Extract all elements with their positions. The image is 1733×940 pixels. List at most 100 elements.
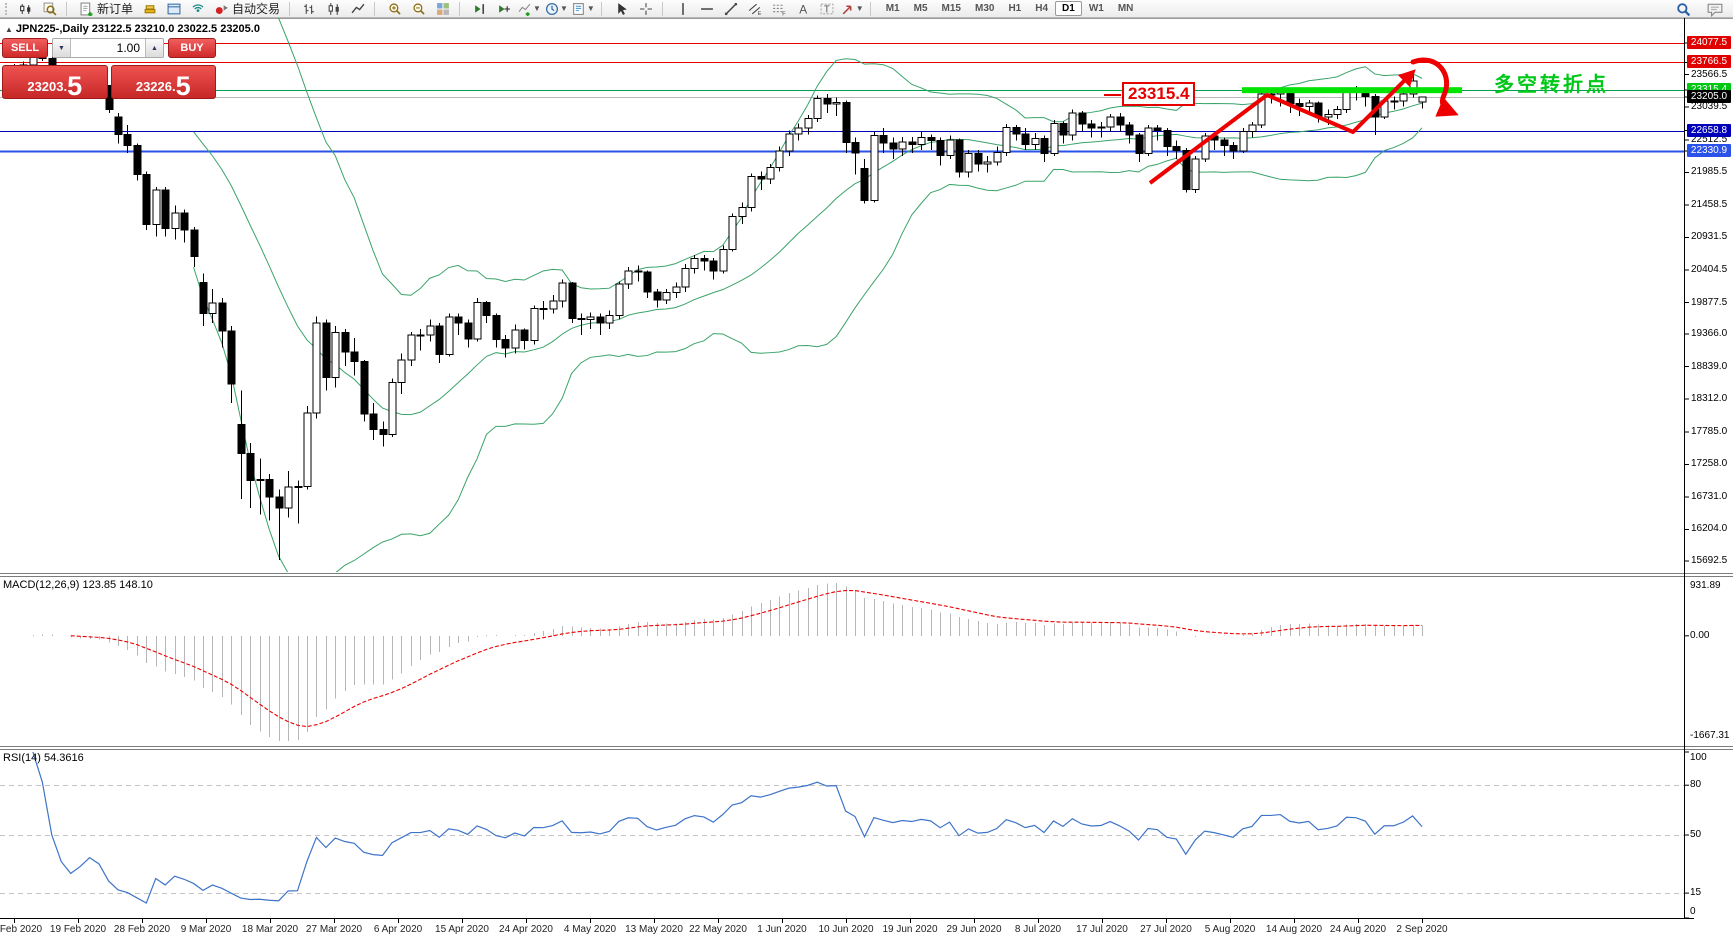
zoom-out-icon [413, 2, 425, 15]
rsi-axis-label: 15 [1690, 887, 1702, 899]
timeframe-d1-button[interactable]: D1 [1055, 1, 1082, 16]
price-tick-label: 23566.5 [1691, 68, 1728, 80]
date-label: 24 Apr 2020 [499, 924, 553, 935]
signal-button[interactable] [186, 1, 210, 17]
price-tick-label: 22512.5 [1691, 133, 1728, 145]
zoom-in-icon [389, 2, 401, 15]
autotrade-button[interactable]: 自动交易 [210, 1, 285, 17]
data-window-icon [167, 3, 181, 14]
date-label: 8 Jul 2020 [1014, 924, 1062, 935]
new-chart-button[interactable] [14, 1, 38, 17]
one-click-trading-widget: SELL ▼ 1.00 ▲ BUY 23203. 5 23226. 5 [2, 38, 216, 101]
turning-point-text[interactable]: 多空转折点 [1494, 74, 1609, 96]
timeframe-w1-button[interactable]: W1 [1088, 3, 1104, 14]
line-chart-type-icon [351, 3, 365, 13]
vertical-line-icon [682, 2, 684, 15]
toolbar-separator [289, 1, 295, 16]
new-order-button[interactable]: 新订单 [75, 1, 138, 17]
ask-price-main: 23226. [135, 79, 176, 94]
text-label-icon: T [820, 3, 834, 15]
tile-windows-button[interactable] [431, 1, 455, 17]
price-badge: 22330.9 [1687, 143, 1731, 157]
volume-down-button[interactable]: ▼ [53, 39, 71, 57]
candlestick-type-icon [328, 2, 339, 15]
date-label: 29 Jun 2020 [946, 924, 1002, 935]
bollinger-bands [193, 18, 1423, 572]
hook-arrow[interactable] [1410, 57, 1459, 117]
date-label: 22 May 2020 [689, 924, 747, 935]
equidistant-channel-icon: E [748, 3, 761, 16]
line-chart-type-button[interactable] [346, 1, 370, 17]
crosshair-button[interactable] [634, 1, 658, 17]
price-tick-label: 17258.0 [1691, 458, 1728, 470]
turning-zone-line[interactable] [1242, 87, 1462, 94]
autotrade-label: 自动交易 [232, 2, 281, 16]
chat-button[interactable] [1703, 1, 1727, 17]
quote-row: 23203. 5 23226. 5 [2, 65, 216, 101]
macd-axis-label: -1667.31 [1690, 730, 1730, 741]
candlestick-type-button[interactable] [322, 1, 346, 17]
price-tick-label: 19366.0 [1691, 328, 1728, 340]
auto-scroll-button[interactable] [468, 1, 492, 17]
timeframe-h4-button[interactable]: H4 [1035, 3, 1049, 14]
periods-button[interactable]: ▼ [543, 1, 570, 17]
templates-button[interactable]: ▼ [570, 1, 597, 17]
date-label: 4 May 2020 [563, 924, 617, 935]
price-callout-label[interactable]: 23315.4 [1122, 82, 1196, 106]
volume-up-button[interactable]: ▲ [145, 39, 163, 57]
macd-histogram [32, 583, 1424, 741]
timeframe-mn-button[interactable]: MN [1117, 3, 1134, 14]
volume-input[interactable]: 1.00 [116, 41, 140, 55]
chart-shift-button[interactable] [492, 1, 516, 17]
toolbar-separator [869, 1, 876, 16]
search-button[interactable] [1671, 1, 1695, 17]
price-badge: 22658.8 [1687, 123, 1731, 137]
date-label: 18 Mar 2020 [241, 924, 299, 935]
date-label: 27 Mar 2020 [305, 924, 363, 935]
indicators-button[interactable]: ▼ [516, 1, 543, 17]
timeframe-m5-button[interactable]: M5 [913, 3, 928, 14]
fibonacci-button[interactable]: F [767, 1, 791, 17]
horizontal-line-button[interactable] [695, 1, 719, 17]
ask-quote-panel[interactable]: 23226. 5 [110, 65, 216, 101]
profiles-button[interactable] [38, 1, 62, 17]
chart-mini-icon: ▲ [5, 25, 13, 34]
timeframe-m1-button[interactable]: M1 [885, 3, 900, 14]
data-window-button[interactable] [162, 1, 186, 17]
bar-chart-type-button[interactable] [298, 1, 322, 17]
price-tick-label: 16204.0 [1691, 523, 1728, 535]
svg-text:E: E [757, 10, 761, 15]
timeframe-h1-button[interactable]: H1 [1008, 3, 1022, 14]
svg-text:F: F [782, 11, 786, 16]
candlestick-series [10, 50, 1427, 560]
vertical-line-button[interactable] [671, 1, 695, 17]
chart-title: ▲ JPN225-,Daily 23122.5 23210.0 23022.5 2… [5, 23, 260, 35]
trendline-button[interactable] [719, 1, 743, 17]
arrows-button[interactable]: ▼ [839, 1, 866, 17]
price-badge: 23766.5 [1687, 55, 1731, 69]
zoom-in-button[interactable] [383, 1, 407, 17]
date-label: 24 Aug 2020 [1329, 924, 1387, 935]
equidistant-channel-button[interactable]: E [743, 1, 767, 17]
crosshair-icon [639, 2, 652, 15]
timeframe-m30-button[interactable]: M30 [974, 3, 995, 14]
cursor-button[interactable] [610, 1, 634, 17]
chart-shift-icon [499, 4, 510, 13]
ask-price-big-digit: 5 [175, 71, 191, 101]
timeframe-m15-button[interactable]: M15 [941, 3, 961, 14]
bid-quote-panel[interactable]: 23203. 5 [2, 65, 108, 100]
text-label-button[interactable]: T [815, 1, 839, 17]
buy-button[interactable]: BUY [168, 38, 216, 58]
market-watch-button[interactable] [138, 1, 162, 17]
new-order-icon [80, 2, 93, 16]
trend-zigzag-arrow[interactable] [1148, 69, 1416, 185]
toolbar-separator [459, 1, 465, 16]
date-label: 2 Sep 2020 [1396, 924, 1448, 935]
zoom-out-button[interactable] [407, 1, 431, 17]
price-tick-label: 16731.0 [1691, 490, 1728, 502]
text-button[interactable]: A [791, 1, 815, 17]
signal-icon [192, 3, 204, 12]
sell-button[interactable]: SELL [2, 38, 48, 58]
